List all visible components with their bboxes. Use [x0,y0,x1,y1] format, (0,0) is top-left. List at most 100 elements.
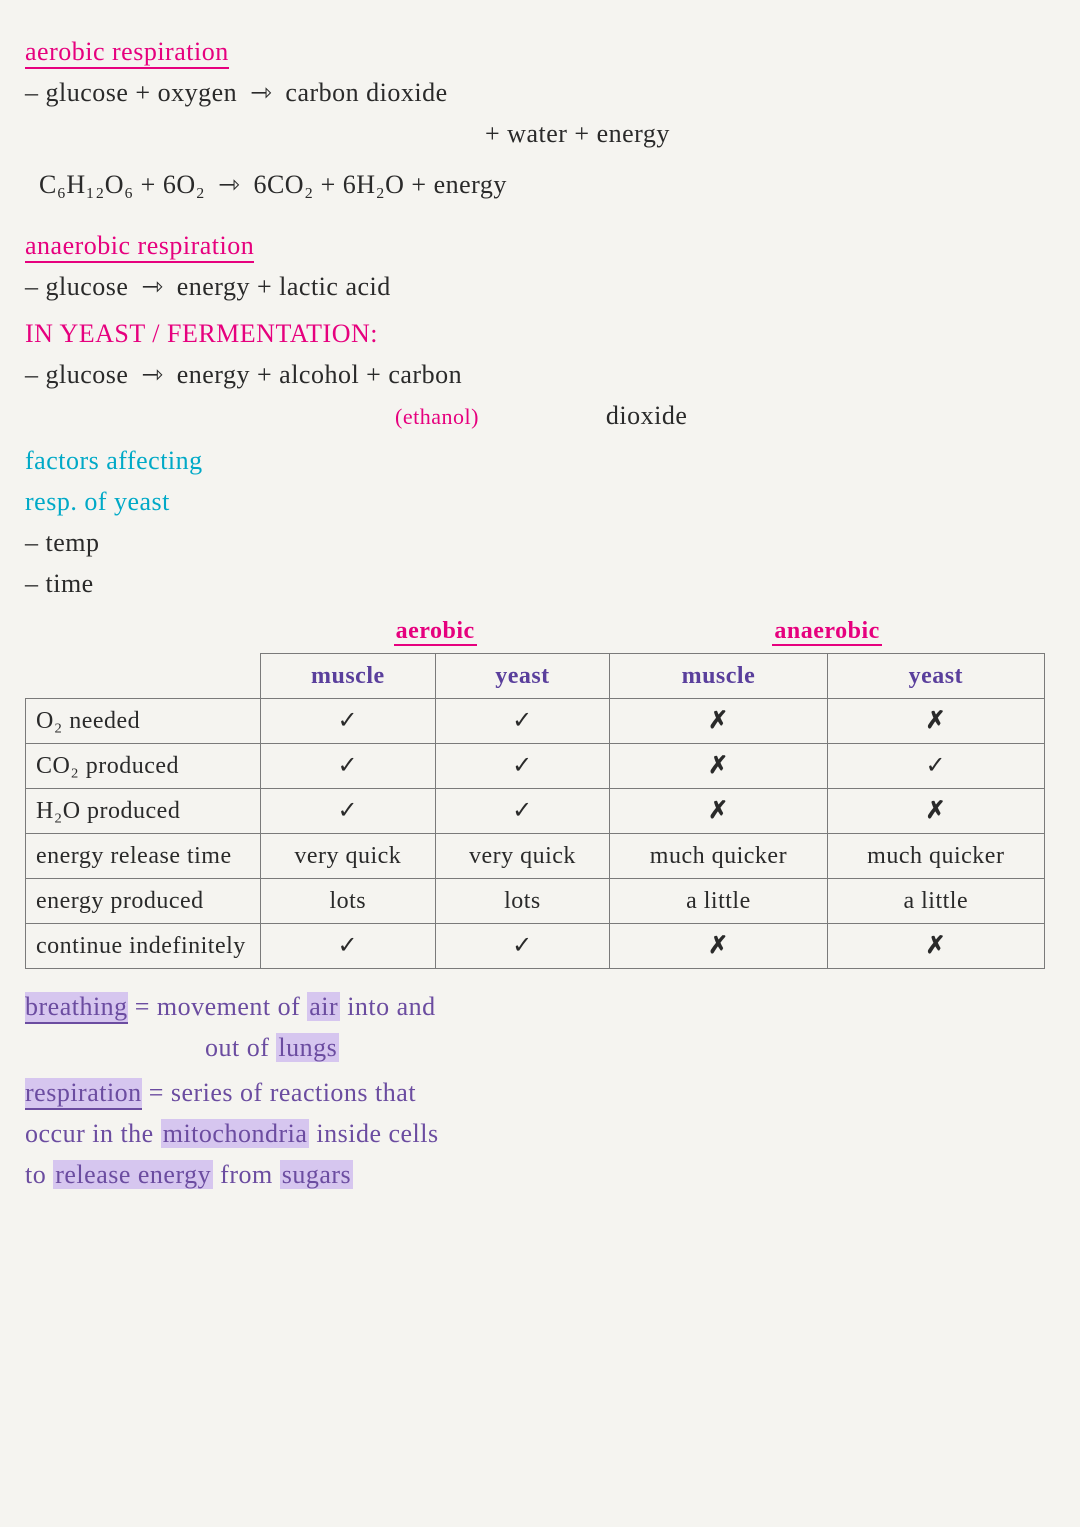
factors-line2: resp. of yeast [25,482,1055,521]
table-row: energy release time very quick very quic… [26,834,1045,879]
row-label: O₂ needed [26,699,261,744]
anaerobic-muscle-eq: – glucose ⇾ energy + lactic acid [25,267,1055,306]
blank-cell [26,609,261,654]
cell: ✓ [827,744,1044,789]
factor-time-text: time [46,569,94,598]
breathing-line2a: out of [205,1033,269,1062]
cell: a little [610,879,827,924]
cell: a little [827,879,1044,924]
sub-muscle-n: muscle [610,654,827,699]
cell: ✗ [827,789,1044,834]
group-aerobic: aerobic [261,609,610,654]
table-row: continue indefinitely ✓ ✓ ✗ ✗ [26,924,1045,969]
breathing-air: air [307,992,340,1021]
sub-yeast-n: yeast [827,654,1044,699]
cell: ✗ [827,924,1044,969]
cell: ✓ [261,699,436,744]
breathing-term: breathing [25,992,128,1024]
table-row: O₂ needed ✓ ✓ ✗ ✗ [26,699,1045,744]
aerobic-chem-left: C₆H₁₂O₆ + 6O₂ [39,170,205,199]
cell: ✓ [435,699,610,744]
arrow-icon: ⇾ [141,267,163,306]
aerobic-chem-eq: C₆H₁₂O₆ + 6O₂ ⇾ 6CO₂ + 6H₂O + energy [25,165,1055,204]
cell: lots [261,879,436,924]
arrow-icon: ⇾ [218,165,240,204]
def-breathing-line1: breathing = movement of air into and [25,987,1055,1026]
aerobic-word-eq-line2: + water + energy [25,114,1055,153]
cell: ✓ [261,789,436,834]
aerobic-word-eq-line1: – glucose + oxygen ⇾ carbon dioxide [25,73,1055,112]
dioxide-word: dioxide [606,401,688,430]
aerobic-words-left: glucose + oxygen [46,78,238,107]
anaerobic-yeast-eq-line2: (ethanol) dioxide [25,396,1055,435]
anaerobic-muscle-l: glucose [46,272,129,301]
def-respiration-line3: to release energy from sugars [25,1155,1055,1194]
factor-time: – time [25,564,1055,603]
blank-cell [26,654,261,699]
factor-temp-text: temp [46,528,100,557]
cell: ✗ [610,924,827,969]
cell: ✗ [610,699,827,744]
yeast-header-text: IN YEAST / FERMENTATION: [25,319,378,348]
cell: ✓ [261,744,436,789]
respiration-sugars: sugars [280,1160,353,1189]
anaerobic-muscle-r: energy + lactic acid [177,272,391,301]
row-label: CO₂ produced [26,744,261,789]
comparison-table: aerobic anaerobic muscle yeast muscle ye… [25,609,1045,969]
cell: ✗ [610,789,827,834]
def-breathing-line2: out of lungs [25,1028,1055,1067]
respiration-release: release energy [53,1160,213,1189]
respiration-mito: mitochondria [161,1119,310,1148]
sub-yeast-a: yeast [435,654,610,699]
table-row: H₂O produced ✓ ✓ ✗ ✗ [26,789,1045,834]
row-label: H₂O produced [26,789,261,834]
factors-text1: factors affecting [25,446,203,475]
respiration-line2b: inside cells [316,1119,438,1148]
table-row: energy produced lots lots a little a lit… [26,879,1045,924]
factors-text2: resp. of yeast [25,487,170,516]
def-respiration-line1: respiration = series of reactions that [25,1073,1055,1112]
row-label: energy produced [26,879,261,924]
sub-muscle-a: muscle [261,654,436,699]
respiration-line3b: from [220,1160,273,1189]
row-label: continue indefinitely [26,924,261,969]
anaerobic-yeast-l: glucose [46,360,129,389]
factor-temp: – temp [25,523,1055,562]
table-group-row: aerobic anaerobic [26,609,1045,654]
cell: ✓ [435,744,610,789]
anaerobic-yeast-r1: energy + alcohol + carbon [177,360,462,389]
cell: very quick [435,834,610,879]
cell: ✓ [261,924,436,969]
respiration-line3a: to [25,1160,46,1189]
cell: ✓ [435,924,610,969]
breathing-body1: = movement of [135,992,301,1021]
yeast-header: IN YEAST / FERMENTATION: [25,314,1055,353]
breathing-body2: into and [347,992,436,1021]
arrow-icon: ⇾ [141,355,163,394]
anaerobic-title: anaerobic respiration [25,231,254,263]
cell: lots [435,879,610,924]
cell: very quick [261,834,436,879]
group-anaerobic: anaerobic [610,609,1045,654]
respiration-line2a: occur in the [25,1119,154,1148]
arrow-icon: ⇾ [250,73,272,112]
def-respiration-line2: occur in the mitochondria inside cells [25,1114,1055,1153]
cell: ✗ [827,699,1044,744]
cell: much quicker [827,834,1044,879]
row-label: energy release time [26,834,261,879]
cell: ✓ [435,789,610,834]
cell: ✗ [610,744,827,789]
aerobic-chem-right: 6CO₂ + 6H₂O + energy [253,170,506,199]
aerobic-words-r2: + water + energy [485,119,670,148]
factors-line1: factors affecting [25,441,1055,480]
respiration-term: respiration [25,1078,142,1110]
table-row: CO₂ produced ✓ ✓ ✗ ✓ [26,744,1045,789]
ethanol-note: (ethanol) [395,404,479,429]
aerobic-title: aerobic respiration [25,37,229,69]
anaerobic-yeast-eq-line1: – glucose ⇾ energy + alcohol + carbon [25,355,1055,394]
aerobic-words-r1: carbon dioxide [285,78,447,107]
cell: much quicker [610,834,827,879]
heading-aerobic: aerobic respiration [25,32,1055,71]
table-sub-row: muscle yeast muscle yeast [26,654,1045,699]
respiration-body1: = series of reactions that [149,1078,416,1107]
